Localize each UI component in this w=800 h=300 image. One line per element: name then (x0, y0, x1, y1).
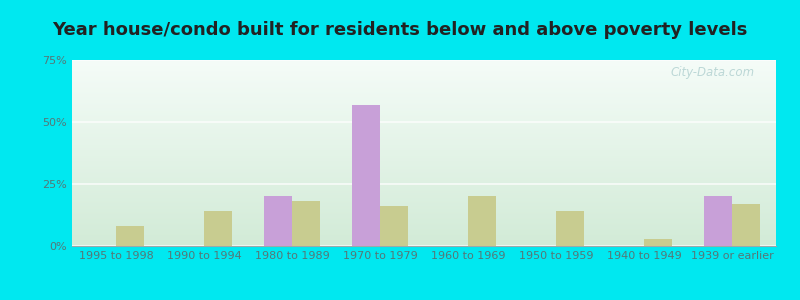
Bar (704, 196, 732, 246)
Bar (292, 201, 320, 246)
Text: City-Data.com: City-Data.com (670, 66, 755, 79)
Bar (264, 196, 292, 246)
Bar (380, 206, 408, 246)
Bar (204, 211, 232, 246)
Bar (352, 105, 380, 246)
Bar (116, 226, 144, 246)
Bar (644, 238, 672, 246)
Bar (468, 196, 496, 246)
Bar (732, 204, 760, 246)
Bar (556, 211, 584, 246)
Text: Year house/condo built for residents below and above poverty levels: Year house/condo built for residents bel… (52, 21, 748, 39)
